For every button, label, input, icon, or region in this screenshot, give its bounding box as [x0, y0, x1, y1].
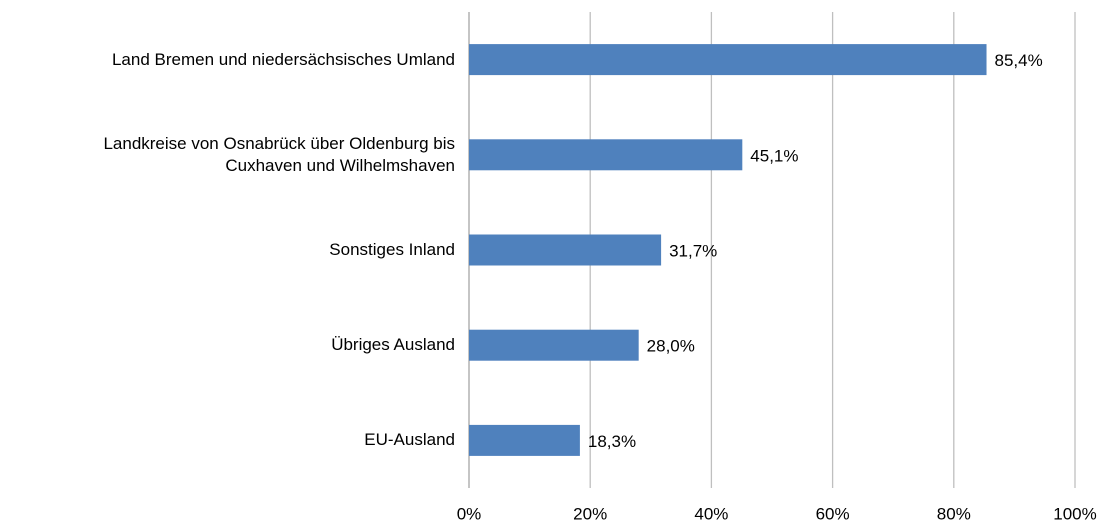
y-tick-label: Sonstiges Inland	[329, 240, 455, 259]
bar	[469, 139, 743, 171]
bar	[469, 329, 639, 361]
value-label: 31,7%	[669, 241, 717, 260]
x-tick-label: 80%	[937, 504, 971, 523]
x-tick-label: 100%	[1053, 504, 1096, 523]
x-tick-label: 60%	[816, 504, 850, 523]
x-tick-label: 0%	[457, 504, 482, 523]
value-label: 18,3%	[588, 432, 636, 451]
x-tick-label: 40%	[694, 504, 728, 523]
y-tick-label: EU-Ausland	[364, 430, 455, 450]
value-label: 28,0%	[647, 337, 695, 356]
x-tick-label: 20%	[573, 504, 607, 523]
value-label: 85,4%	[995, 51, 1043, 70]
bar	[469, 234, 662, 266]
y-tick-label: Übriges Ausland	[331, 335, 455, 355]
bar	[469, 424, 580, 456]
y-tick-label: Landkreise von Osnabrück über Oldenburg …	[103, 133, 455, 175]
value-label: 45,1%	[750, 146, 798, 165]
bar	[469, 44, 987, 76]
y-tick-label: Land Bremen und niedersächsisches Umland	[111, 49, 455, 69]
